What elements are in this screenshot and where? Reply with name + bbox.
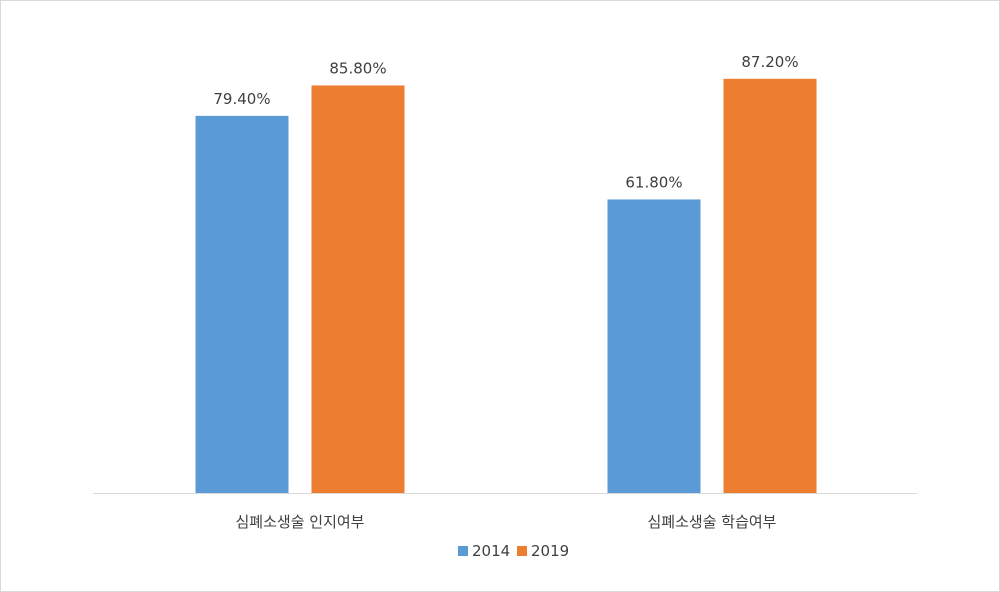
category-label-2: 심폐소생술 학습여부 <box>648 513 777 531</box>
bar-2019-2 <box>723 78 817 494</box>
legend-swatch-2019 <box>517 546 527 556</box>
legend-label-2014: 2014 <box>472 542 510 560</box>
bar-2014-1 <box>195 115 289 493</box>
bar-2019-1 <box>311 85 405 493</box>
data-label-2014-1: 79.40% <box>213 90 270 108</box>
data-label-2014-2: 61.80% <box>625 173 682 191</box>
data-label-2019-1: 85.80% <box>329 59 386 77</box>
data-label-2019-2: 87.20% <box>741 53 798 71</box>
category-label-1: 심폐소생술 인지여부 <box>236 513 365 531</box>
legend-swatch-2014 <box>458 546 468 556</box>
legend-label-2019: 2019 <box>531 542 569 560</box>
bar-2014-2 <box>607 199 701 493</box>
